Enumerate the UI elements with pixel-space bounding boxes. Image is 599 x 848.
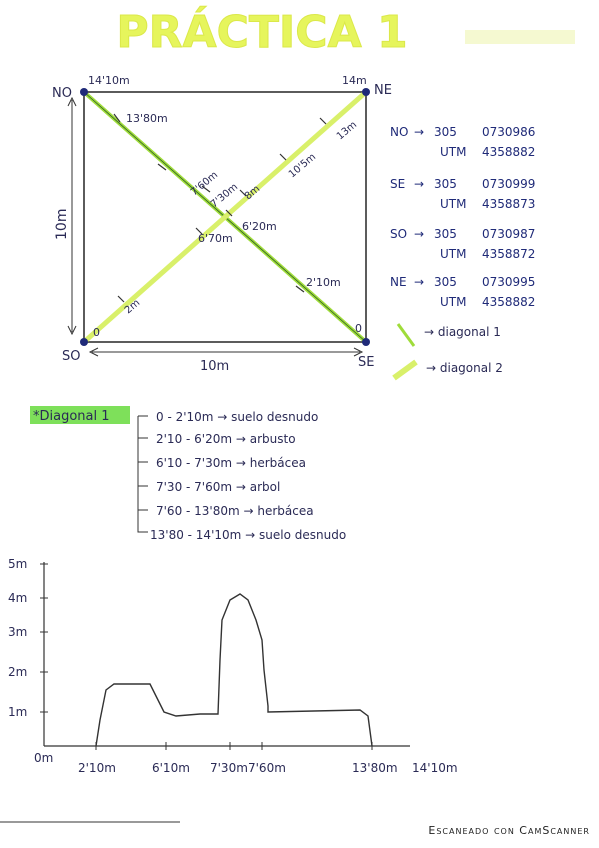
coord-so-utm: UTM: [440, 247, 466, 261]
page-title: PRÁCTICA 1: [116, 5, 407, 58]
so-zero-label: 0: [93, 326, 100, 339]
coord-ne-arrow: →: [414, 275, 424, 289]
coord-no-x: 0730986: [482, 125, 535, 139]
coord-no-arrow: →: [414, 125, 424, 139]
segment-item: 0 - 2'10m → suelo desnudo: [156, 410, 318, 424]
coord-so-zone: 305: [434, 227, 457, 241]
y-tick-label: 5m: [8, 557, 27, 571]
title-highlight-mark: [465, 30, 575, 44]
coord-so-label: SO: [390, 227, 407, 241]
d2-mark-2: 2m: [123, 298, 142, 317]
segment-item: 13'80 - 14'10m → suelo desnudo: [150, 528, 346, 542]
legend-d1-swatch: [396, 323, 416, 347]
coord-no-y: 4358882: [482, 145, 535, 159]
x-tick-label: 7'30m: [210, 761, 248, 775]
coord-se-x: 0730999: [482, 177, 535, 191]
y-tick-label: 0m: [34, 751, 53, 765]
coord-ne-x: 0730995: [482, 275, 535, 289]
diagonal-2-line: [82, 90, 368, 344]
diagonal-heading: *Diagonal 1: [33, 409, 110, 424]
top-right-distance: 14m: [342, 74, 367, 87]
diagonal-ticks: [113, 113, 327, 303]
coord-no-utm: UTM: [440, 145, 466, 159]
coord-no-zone: 305: [434, 125, 457, 139]
legend-d1-label: → diagonal 1: [424, 325, 501, 339]
y-tick-label: 2m: [8, 665, 27, 679]
corner-no-label: NO: [52, 86, 72, 101]
corner-no-point: [80, 88, 88, 96]
scanner-watermark: Escaneado con CamScanner: [428, 824, 590, 837]
y-tick-label: 1m: [8, 705, 27, 719]
y-tick-label: 3m: [8, 625, 27, 639]
coord-se-arrow: →: [414, 177, 424, 191]
x-tick-label: 13'80m: [352, 761, 398, 775]
profile-outline: [95, 593, 373, 747]
d2-mark-13: 13m: [335, 119, 359, 142]
legend-d2-label: → diagonal 2: [426, 361, 503, 375]
coord-so-y: 4358872: [482, 247, 535, 261]
corner-ne-label: NE: [374, 83, 392, 98]
left-side-length: 10m: [54, 209, 70, 240]
plot-boundary: [83, 91, 367, 343]
segment-item: 6'10 - 7'30m → herbácea: [156, 456, 306, 470]
segment-item: 2'10 - 6'20m → arbusto: [156, 432, 296, 446]
x-tick-label: 14'10m: [412, 761, 458, 775]
x-tick-label: 2'10m: [78, 761, 116, 775]
d1-mark-760: 7'60m: [189, 170, 220, 199]
d1-mark-620: 6'20m: [242, 220, 277, 233]
coord-no-label: NO: [390, 125, 408, 139]
plot-diagram: NO NE SO SE 14'10m 14m 10m 10m 0 0 13'80…: [52, 74, 392, 374]
coord-se-label: SE: [390, 177, 405, 191]
segment-item: 7'60 - 13'80m → herbácea: [156, 504, 314, 518]
x-tick-label: 7'60m: [248, 761, 286, 775]
coord-ne-y: 4358882: [482, 295, 535, 309]
corner-se-point: [362, 338, 370, 346]
x-tick-label: 6'10m: [152, 761, 190, 775]
section-bracket: [137, 415, 148, 533]
d2-mark-670: 6'70m: [198, 232, 233, 245]
corner-so-label: SO: [62, 349, 80, 364]
coord-se-zone: 305: [434, 177, 457, 191]
corner-se-label: SE: [358, 355, 374, 370]
d1-mark-210: 2'10m: [306, 276, 341, 289]
coordinates-list: NO → 305 0730986 UTM 4358882 SE → 305 07…: [390, 125, 535, 309]
vegetation-profile: 5m 4m 3m 2m 1m 0m 2'10m 6'10m 7'30m 7'60…: [8, 557, 458, 775]
corner-so-point: [80, 338, 88, 346]
coord-so-arrow: →: [414, 227, 424, 241]
diagonal-heading-highlight: [30, 406, 130, 424]
coord-ne-label: NE: [390, 275, 407, 289]
se-zero-label: 0: [355, 322, 362, 335]
diagonal-legend: → diagonal 1 → diagonal 2: [392, 323, 503, 381]
legend-d2-swatch: [392, 359, 418, 381]
top-left-distance: 14'10m: [88, 74, 130, 87]
diagonal-1-section: *Diagonal 1 0 - 2'10m → suelo desnudo 2'…: [30, 406, 346, 542]
d1-mark-1380: 13'80m: [126, 112, 168, 125]
bottom-side-length: 10m: [200, 359, 229, 374]
coord-ne-zone: 305: [434, 275, 457, 289]
coord-ne-utm: UTM: [440, 295, 466, 309]
corner-ne-point: [362, 88, 370, 96]
coord-so-x: 0730987: [482, 227, 535, 241]
segment-item: 7'30 - 7'60m → arbol: [156, 480, 280, 494]
coord-se-utm: UTM: [440, 197, 466, 211]
coord-se-y: 4358873: [482, 197, 535, 211]
y-tick-label: 4m: [8, 591, 27, 605]
